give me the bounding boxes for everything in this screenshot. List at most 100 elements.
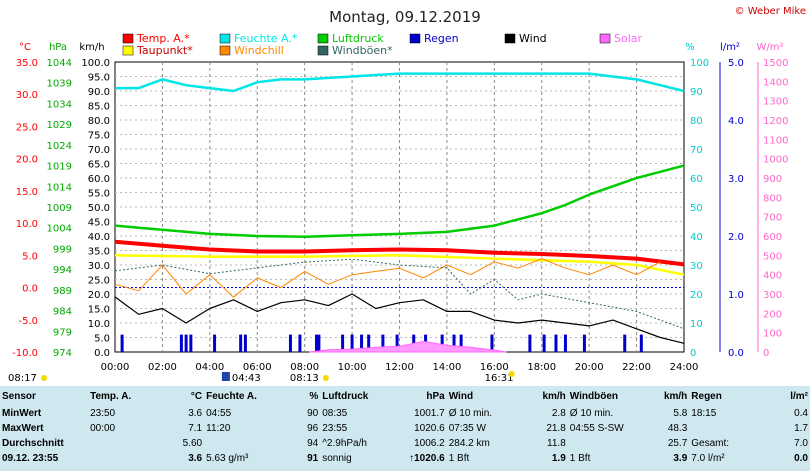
stats-cell-label: Ø 10 min.	[569, 408, 614, 419]
wind-tick-label: 70.0	[88, 145, 110, 156]
moonset-time: 04:43	[232, 373, 261, 384]
legend-swatch	[219, 33, 231, 44]
humidity-tick-label: 90	[690, 87, 703, 98]
rain-axis-unit: l/m²	[720, 42, 740, 53]
stats-row-label: MinWert	[2, 408, 42, 419]
humidity-tick-label: 40	[690, 232, 703, 243]
stats-cell-label: 23:55	[322, 423, 348, 434]
stats-header-unit: °C	[190, 390, 203, 402]
rain-bar	[317, 334, 321, 352]
rain-bar	[243, 334, 247, 352]
legend-swatch	[317, 45, 329, 56]
stats-header: Feuchte A.	[206, 390, 257, 402]
stats-cell-label: 07:35 W	[448, 423, 486, 434]
stats-cell-label	[204, 436, 277, 451]
rain-bar	[213, 334, 217, 352]
stats-cell-label: sonnig	[322, 453, 352, 464]
wind-tick-label: 10.0	[88, 319, 110, 330]
rain-bar	[184, 334, 188, 352]
stats-cell-value: 3.6	[188, 453, 203, 464]
legend: Temp. A.* Feuchte A.* Luftdruck Regen Wind So…	[122, 32, 643, 57]
solar-tick-label: 1200	[763, 116, 788, 127]
pressure-tick-label: 989	[53, 286, 72, 297]
legend-label: Regen	[424, 32, 459, 45]
wind-tick-label: 85.0	[88, 102, 110, 113]
solar-tick-label: 1000	[763, 155, 788, 166]
legend-swatch	[317, 33, 329, 44]
humidity-tick-label: 60	[690, 174, 703, 185]
temp-tick-label: 15.0	[16, 187, 38, 198]
legend-label: Luftdruck	[332, 32, 384, 45]
stats-cell-value: 1.7	[794, 423, 808, 434]
time-tick-label: 22:00	[622, 362, 651, 373]
series-windb-en-	[114, 258, 685, 330]
time-tick-label: 18:00	[527, 362, 556, 373]
rain-bar	[490, 334, 494, 352]
solar-tick-label: 300	[763, 290, 782, 301]
sunset-time: 16:31	[485, 373, 514, 384]
stats-cell-value: 21.8	[546, 423, 566, 434]
rain-bar	[189, 334, 193, 352]
stats-cell-value: ↑1020.6	[409, 453, 445, 464]
rain-tick-label: 2.0	[728, 232, 744, 243]
legend-swatch	[409, 33, 421, 44]
stats-cell-label	[88, 436, 146, 451]
time-tick-label: 14:00	[433, 362, 462, 373]
legend-label: Solar	[614, 32, 643, 45]
rain-bar	[350, 334, 354, 352]
solar-tick-label: 900	[763, 174, 782, 185]
stats-cell-label	[689, 421, 752, 436]
stats-cell-label: 7.0 l/m²	[691, 453, 725, 464]
rain-bar	[341, 334, 345, 352]
rain-tick-label: 5.0	[728, 58, 744, 69]
axes: °C 35.0 30.0 25.0 20.0 15.0 10.0 5.0 0.0 -5.0 -10.…	[12, 42, 788, 373]
stats-cell-label: 5.63 g/m³	[206, 453, 249, 464]
time-tick-label: 12:00	[385, 362, 414, 373]
temp-tick-label: 10.0	[16, 219, 38, 230]
temp-tick-label: -10.0	[12, 348, 38, 359]
rain-bar	[554, 334, 558, 352]
legend-swatch	[219, 45, 231, 56]
solar-axis-unit: W/m²	[756, 42, 783, 53]
pressure-tick-label: 1029	[47, 120, 72, 131]
stats-cell-value: 0.4	[794, 408, 808, 419]
legend-label: Windböen*	[332, 44, 393, 57]
wind-tick-label: 20.0	[88, 290, 110, 301]
pressure-tick-label: 979	[53, 327, 72, 338]
legend-label: Windchill	[234, 44, 284, 57]
stats-cell-label: 1 Bft	[448, 453, 470, 464]
wind-tick-label: 95.0	[88, 73, 110, 84]
legend-label: Taupunkt*	[136, 44, 193, 57]
sun-icon	[508, 371, 515, 377]
temp-tick-label: -5.0	[18, 316, 38, 327]
plot-area	[114, 61, 685, 353]
stats-cell-value: 1.9	[551, 453, 566, 464]
rain-tick-label: 0.0	[728, 348, 744, 359]
stats-cell-value: 1006.2	[414, 438, 445, 449]
rain-bar	[315, 334, 319, 352]
stats-header: Wind	[448, 390, 474, 402]
humidity-tick-label: 80	[690, 116, 703, 127]
wind-tick-label: 100.0	[81, 58, 110, 69]
stats-row-label: MaxWert	[2, 423, 44, 434]
stats-cell-value: 2.8	[551, 408, 566, 419]
rain-tick-label: 3.0	[728, 174, 744, 185]
stats-header: Windböen	[569, 390, 619, 402]
series-feuchte-a-	[115, 72, 685, 93]
rain-bar	[452, 334, 456, 352]
pressure-tick-label: 1019	[47, 162, 72, 173]
rain-bar	[395, 334, 399, 352]
temp-tick-label: 20.0	[16, 155, 38, 166]
rain-tick-label: 1.0	[728, 290, 744, 301]
wind-tick-label: 0.0	[94, 348, 110, 359]
legend-label: Temp. A.*	[136, 32, 190, 45]
stats-cell-value: 3.9	[673, 453, 688, 464]
time-tick-label: 02:00	[148, 362, 177, 373]
rain-bar	[179, 334, 183, 352]
stats-panel: Sensor Temp. A. °C Feuchte A.% Luftdruck hPa W…	[0, 386, 810, 471]
pressure-axis-unit: hPa	[49, 42, 67, 53]
stats-row-label: Durchschnitt	[2, 438, 64, 449]
humidity-tick-label: 70	[690, 145, 703, 156]
sun-icon	[41, 375, 47, 381]
